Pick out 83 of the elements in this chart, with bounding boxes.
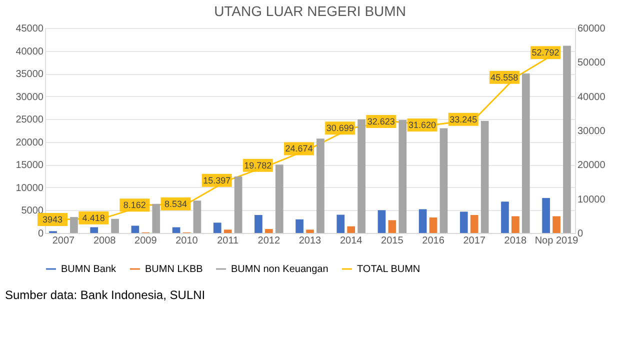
bar xyxy=(224,230,232,233)
data-label: 15.397 xyxy=(203,175,231,186)
data-label: 8.534 xyxy=(164,198,188,209)
x-tick-label: 2015 xyxy=(381,236,404,246)
bar xyxy=(316,138,324,233)
y-tick-label: 25000 xyxy=(16,114,44,126)
bar xyxy=(152,204,160,233)
bar xyxy=(378,210,386,233)
bar xyxy=(254,215,262,233)
bar xyxy=(460,212,468,233)
bar xyxy=(501,202,509,233)
y-tick-label: 15000 xyxy=(16,160,44,172)
data-label: 31.620 xyxy=(408,120,436,130)
y2-tick-label: 0 xyxy=(578,228,584,240)
bar xyxy=(480,120,489,233)
y-tick-label: 5000 xyxy=(21,206,44,217)
data-label: 4.418 xyxy=(82,212,105,223)
x-tick-label: 2016 xyxy=(422,236,445,246)
bar xyxy=(388,220,396,233)
x-tick-label: 2008 xyxy=(93,236,116,246)
data-label: 30.699 xyxy=(326,123,354,134)
bar xyxy=(429,217,438,233)
y2-tick-label: 30000 xyxy=(578,126,606,137)
bar xyxy=(275,164,284,233)
bar xyxy=(296,219,304,233)
bar xyxy=(542,198,550,233)
bar xyxy=(358,119,366,233)
x-tick-label: 2011 xyxy=(217,236,240,246)
bar xyxy=(264,229,273,233)
data-label: 19.782 xyxy=(244,160,272,170)
y2-tick-label: 60000 xyxy=(578,24,606,34)
x-tick-label: 2013 xyxy=(298,236,322,246)
bar xyxy=(336,214,345,233)
bar xyxy=(347,226,356,233)
bar xyxy=(213,222,222,233)
y2-tick-label: 40000 xyxy=(578,92,606,103)
data-label: 8.162 xyxy=(123,200,146,210)
y-tick-label: 30000 xyxy=(16,92,44,103)
bar xyxy=(398,120,407,233)
x-tick-label: 2010 xyxy=(176,236,198,246)
data-label: 24.674 xyxy=(285,144,313,154)
bar xyxy=(70,217,78,233)
bar xyxy=(563,46,571,233)
x-tick-label: 2009 xyxy=(134,236,158,246)
data-label: 45.558 xyxy=(490,72,518,82)
legend-label: BUMN non Keuangan xyxy=(231,264,328,275)
bar xyxy=(418,209,427,233)
data-label: 3943 xyxy=(42,214,63,225)
y2-tick-label: 20000 xyxy=(578,160,606,172)
bar xyxy=(172,227,180,233)
bar xyxy=(552,216,560,233)
bar xyxy=(306,230,314,233)
legend-label: TOTAL BUMN xyxy=(357,264,420,275)
x-tick-label: Nop 2019 xyxy=(534,236,579,246)
bar xyxy=(90,227,98,233)
chart-title: UTANG LUAR NEGERI BUMN xyxy=(214,3,406,19)
data-label: 33.245 xyxy=(450,114,478,124)
y-tick-label: 45000 xyxy=(16,24,44,34)
x-tick-label: 2007 xyxy=(52,236,76,246)
data-label: 52.792 xyxy=(532,48,560,58)
bar xyxy=(111,218,119,233)
y-tick-label: 40000 xyxy=(16,46,44,58)
y-tick-label: 10000 xyxy=(16,182,44,194)
y-tick-label: 20000 xyxy=(16,137,44,148)
x-tick-label: 2017 xyxy=(463,236,486,246)
y2-tick-label: 10000 xyxy=(578,194,606,206)
bar xyxy=(470,215,478,233)
bar xyxy=(512,216,520,233)
legend-label: BUMN Bank xyxy=(61,264,118,275)
x-tick-label: 2014 xyxy=(340,236,363,246)
bar xyxy=(131,226,140,233)
bar xyxy=(234,176,242,233)
y-tick-label: 0 xyxy=(38,228,44,240)
y2-tick-label: 50000 xyxy=(578,58,606,69)
legend-label: BUMN LKBB xyxy=(145,264,204,275)
bar xyxy=(522,74,530,233)
text: Sumber data: Bank Indonesia, SULNI xyxy=(5,288,206,302)
bar xyxy=(440,128,448,233)
bar xyxy=(193,200,202,233)
y-tick-label: 35000 xyxy=(16,69,44,80)
x-tick-label: 2018 xyxy=(504,236,527,246)
data-label: 32.623 xyxy=(367,116,395,127)
x-tick-label: 2012 xyxy=(258,236,280,246)
